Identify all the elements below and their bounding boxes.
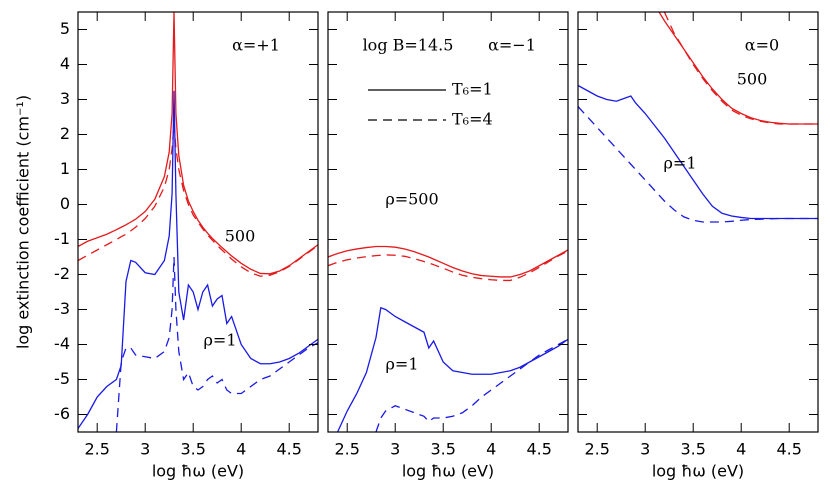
legend-label: T₆=1	[452, 80, 493, 99]
x-tick-label: 4	[486, 440, 496, 459]
y-tick-label: 2	[60, 124, 70, 143]
series-line	[663, 12, 818, 125]
annotation: ρ=1	[664, 154, 697, 173]
y-tick-label: -4	[54, 334, 70, 353]
x-tick-label: 4.5	[276, 440, 301, 459]
y-axis-label: log extinction coefficient (cm⁻¹)	[14, 95, 33, 349]
x-tick-label: 3.5	[430, 440, 455, 459]
annotation: α=−1	[488, 36, 536, 55]
annotation: ρ=1	[204, 331, 237, 350]
x-tick-label: 3.5	[180, 440, 205, 459]
annotation: 500	[737, 70, 768, 89]
x-tick-label: 3	[140, 440, 150, 459]
panel-frame	[577, 11, 819, 433]
y-tick-label: -1	[54, 229, 70, 248]
x-axis-label: log ħω (eV)	[402, 462, 494, 481]
y-tick-label: 0	[60, 194, 70, 213]
annotation: α=0	[745, 36, 779, 55]
x-tick-label: 3.5	[680, 440, 705, 459]
x-tick-label: 4.5	[526, 440, 551, 459]
y-tick-label: -5	[54, 369, 70, 388]
x-axis-label: log ħω (eV)	[152, 462, 244, 481]
series-line	[375, 338, 568, 432]
x-axis-label: log ħω (eV)	[652, 462, 744, 481]
y-tick-label: 5	[60, 19, 70, 38]
panel: 2.5 3 3.5 4 4.5 -6 -5 -4 -3 -2 -1 0 1 2 3 4 5 log ħω (eV)…	[54, 11, 319, 481]
x-tick-label: 2.5	[584, 440, 609, 459]
annotation: ρ=1	[386, 355, 419, 374]
x-tick-label: 2.5	[84, 440, 109, 459]
x-tick-label: 4.5	[776, 440, 801, 459]
panel: 2.5 3 3.5 4 4.5 log ħω (eV) α=0 500 ρ=1	[577, 11, 819, 481]
panel: 2.5 3 3.5 4 4.5 log ħω (eV) log B=14.5 α=−1 ρ=50…	[327, 11, 569, 481]
series-line	[658, 12, 818, 125]
y-tick-label: -3	[54, 299, 70, 318]
series-line	[328, 250, 568, 282]
x-tick-label: 2.5	[334, 440, 359, 459]
x-tick-label: 3	[390, 440, 400, 459]
annotation: α=+1	[232, 36, 280, 55]
annotation: log B=14.5	[363, 36, 454, 55]
series-line	[578, 84, 818, 220]
series-line	[337, 306, 568, 432]
series-line	[78, 12, 318, 275]
y-tick-label: 1	[60, 159, 70, 178]
panel-frame	[77, 11, 319, 433]
legend-label: T₆=4	[452, 110, 493, 129]
y-tick-label: -2	[54, 264, 70, 283]
annotation: ρ=500	[385, 190, 438, 209]
annotation: 500	[225, 227, 256, 246]
series-line	[578, 106, 818, 223]
series-line	[115, 256, 318, 432]
y-tick-label: 3	[60, 89, 70, 108]
y-tick-label: 4	[60, 54, 70, 73]
series-line	[78, 90, 318, 429]
series-line	[78, 123, 318, 277]
x-tick-label: 4	[236, 440, 246, 459]
y-tick-label: -6	[54, 404, 70, 423]
x-tick-label: 3	[640, 440, 650, 459]
x-tick-label: 4	[736, 440, 746, 459]
series-line	[328, 245, 568, 278]
panel-frame	[327, 11, 569, 433]
